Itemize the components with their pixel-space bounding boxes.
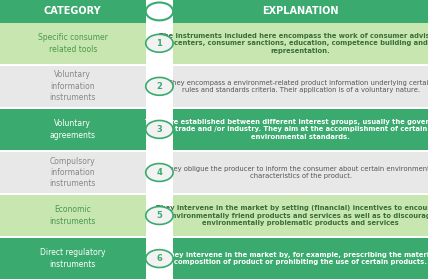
- Text: They are established between different interest groups, usually the government,
: They are established between different i…: [145, 119, 428, 140]
- FancyBboxPatch shape: [173, 152, 428, 193]
- Text: 1: 1: [157, 39, 162, 48]
- Text: They encompass a environmet-related product information underlying certain
rules: They encompass a environmet-related prod…: [168, 80, 428, 93]
- FancyBboxPatch shape: [146, 238, 173, 279]
- Text: Voluntary
information
instruments: Voluntary information instruments: [50, 70, 96, 102]
- Text: 3: 3: [157, 125, 162, 134]
- FancyBboxPatch shape: [146, 152, 173, 193]
- FancyBboxPatch shape: [0, 152, 146, 193]
- FancyBboxPatch shape: [146, 195, 173, 236]
- Text: 4: 4: [157, 168, 162, 177]
- FancyBboxPatch shape: [0, 66, 146, 107]
- FancyBboxPatch shape: [146, 0, 173, 23]
- FancyBboxPatch shape: [173, 66, 428, 107]
- Text: They intervene in the market by setting (financial) incentives to encourage
envi: They intervene in the market by setting …: [157, 205, 428, 226]
- FancyBboxPatch shape: [173, 23, 428, 64]
- Circle shape: [146, 77, 173, 95]
- FancyBboxPatch shape: [0, 195, 146, 236]
- Text: 5: 5: [157, 211, 162, 220]
- Text: Economic
instruments: Economic instruments: [50, 205, 96, 226]
- FancyBboxPatch shape: [0, 238, 146, 279]
- FancyBboxPatch shape: [173, 0, 428, 23]
- Circle shape: [146, 163, 173, 181]
- FancyBboxPatch shape: [0, 109, 146, 150]
- FancyBboxPatch shape: [0, 0, 146, 23]
- FancyBboxPatch shape: [146, 66, 173, 107]
- Text: They obligue the producer to inform the consumer about certain environmental
cha: They obligue the producer to inform the …: [165, 166, 428, 179]
- Text: They intervene in the market by, for example, prescribing the material
compositi: They intervene in the market by, for exa…: [165, 252, 428, 265]
- Circle shape: [146, 250, 173, 268]
- Text: 6: 6: [157, 254, 162, 263]
- FancyBboxPatch shape: [173, 195, 428, 236]
- Circle shape: [146, 206, 173, 224]
- Circle shape: [146, 121, 173, 138]
- FancyBboxPatch shape: [173, 238, 428, 279]
- Circle shape: [146, 3, 173, 20]
- FancyBboxPatch shape: [146, 109, 173, 150]
- FancyBboxPatch shape: [146, 23, 173, 64]
- Circle shape: [146, 34, 173, 52]
- Text: 2: 2: [157, 82, 162, 91]
- Text: The instruments included here encompass the work of consumer advisory
centers, c: The instruments included here encompass …: [159, 33, 428, 54]
- FancyBboxPatch shape: [0, 23, 146, 64]
- Text: CATEGORY: CATEGORY: [44, 6, 101, 16]
- Text: Direct regulatory
instruments: Direct regulatory instruments: [40, 248, 106, 269]
- Text: Voluntary
agreements: Voluntary agreements: [50, 119, 96, 140]
- Text: Specific consumer
related tools: Specific consumer related tools: [38, 33, 108, 54]
- Text: Compulsory
information
instruments: Compulsory information instruments: [50, 157, 96, 188]
- FancyBboxPatch shape: [173, 109, 428, 150]
- Text: EXPLANATION: EXPLANATION: [262, 6, 339, 16]
